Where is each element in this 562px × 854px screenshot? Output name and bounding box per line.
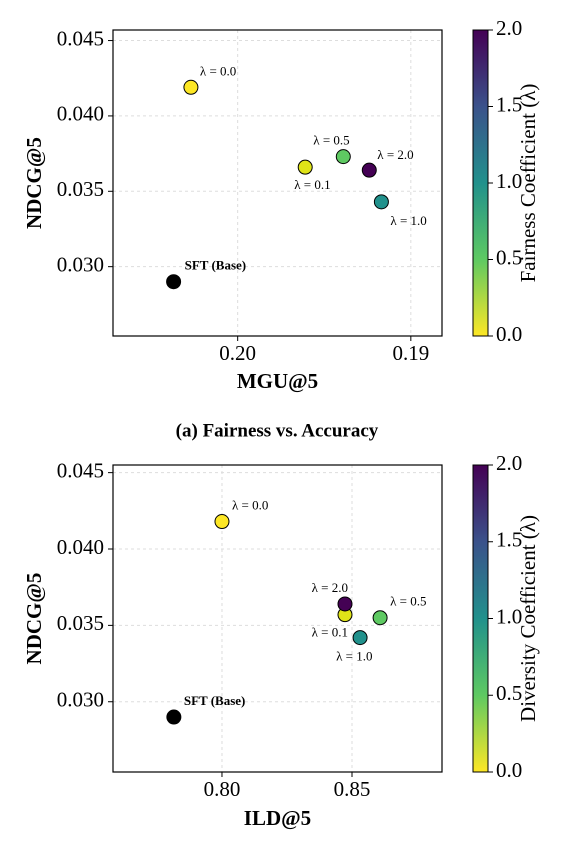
y-tick-label: 0.030 [57, 252, 104, 276]
subplot: 0.030 0.035 0.040 0.045 0.80 0.85 ILD@5 NDCG@5 λ… [22, 451, 540, 830]
point [352, 630, 368, 646]
point-label: λ = 0.1 [312, 625, 348, 640]
point-label: SFT (Base) [184, 693, 246, 708]
colorbar-tick-label: 1.5 [496, 92, 522, 116]
colorbar-tick-label: 1.0 [496, 604, 522, 628]
colorbar-label: Fairness Coefficient (λ) [516, 84, 540, 283]
point-label: λ = 0.0 [200, 63, 236, 78]
point-label: λ = 1.0 [336, 649, 372, 664]
point-label: λ = 0.1 [294, 177, 330, 192]
x-tick-label: 0.80 [204, 777, 241, 801]
colorbar-tick-label: 1.0 [496, 169, 522, 193]
x-axis-label: MGU@5 [237, 369, 318, 393]
y-axis-label: NDCG@5 [22, 573, 46, 665]
x-tick-label: 0.20 [219, 341, 256, 365]
point [297, 159, 313, 175]
point-label: λ = 0.0 [232, 497, 268, 512]
y-tick-label: 0.045 [57, 26, 104, 50]
colorbar-tick-label: 0.0 [496, 758, 522, 782]
colorbar-tick-label: 0.5 [496, 245, 522, 269]
plot-frame [112, 464, 443, 773]
point [183, 79, 199, 95]
y-tick-label: 0.030 [57, 688, 104, 712]
point-label: λ = 0.5 [313, 133, 349, 148]
colorbar-label: Diversity Coefficient (λ) [516, 515, 540, 722]
x-tick-label: 0.19 [392, 341, 429, 365]
point [166, 709, 182, 725]
colorbar [472, 29, 489, 337]
y-tick-label: 0.045 [57, 458, 104, 482]
point [372, 610, 388, 626]
point-label: λ = 2.0 [312, 580, 348, 595]
colorbar-tick-label: 2.0 [496, 451, 522, 475]
colorbar [472, 464, 489, 773]
point [361, 162, 377, 178]
y-tick-label: 0.035 [57, 611, 104, 635]
point [373, 194, 389, 210]
point-label: SFT (Base) [185, 258, 247, 273]
y-tick-label: 0.035 [57, 177, 104, 201]
y-tick-label: 0.040 [57, 535, 104, 559]
y-tick-label: 0.040 [57, 102, 104, 126]
colorbar-tick-label: 0.0 [496, 322, 522, 346]
colorbar-tick-label: 1.5 [496, 528, 522, 552]
point [335, 149, 351, 165]
subplot: 0.030 0.035 0.040 0.045 0.20 0.19 MGU@5 NDCG@5 λ… [22, 16, 540, 442]
point-label: λ = 0.5 [390, 594, 426, 609]
x-axis-label: ILD@5 [244, 806, 311, 830]
colorbar-tick-label: 0.5 [496, 681, 522, 705]
colorbar-tick-label: 2.0 [496, 16, 522, 40]
point-label: λ = 1.0 [390, 213, 426, 228]
x-tick-label: 0.85 [334, 777, 371, 801]
plot-frame [112, 29, 443, 337]
point-label: λ = 2.0 [377, 147, 413, 162]
point [214, 514, 230, 530]
point [166, 274, 182, 290]
y-axis-label: NDCG@5 [22, 137, 46, 229]
caption: (a) Fairness vs. Accuracy [176, 420, 379, 441]
point [337, 596, 353, 612]
